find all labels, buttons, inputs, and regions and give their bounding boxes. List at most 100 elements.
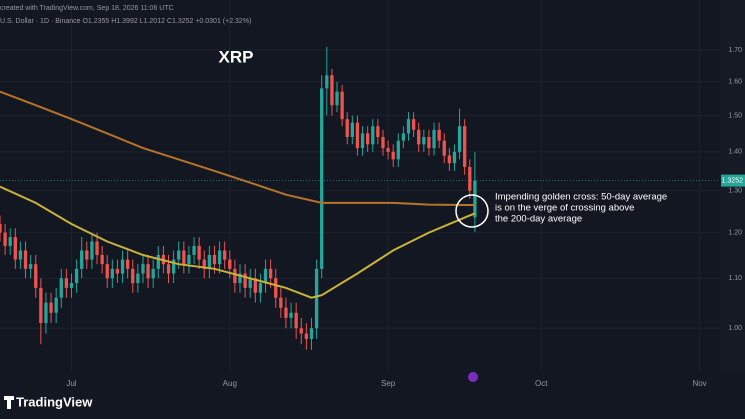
- candle-body: [391, 151, 395, 160]
- candle-body: [85, 250, 89, 260]
- y-tick-label: 1.50: [728, 112, 742, 119]
- candle-body: [350, 122, 354, 138]
- candle-body: [131, 268, 135, 284]
- candle-body: [437, 129, 441, 141]
- candle-body: [39, 287, 43, 324]
- candle-body: [325, 75, 329, 89]
- candle-body: [171, 259, 176, 274]
- candle-body: [258, 283, 263, 293]
- candle-body: [28, 264, 33, 269]
- y-tick-label: 1.20: [728, 229, 742, 236]
- candle-body: [463, 126, 467, 168]
- candle-body: [90, 241, 94, 260]
- x-tick-label: Sep: [381, 379, 396, 388]
- candle-body: [335, 91, 339, 106]
- candle-body: [110, 268, 114, 279]
- moving-average-line: [0, 90, 475, 206]
- candle-body: [274, 278, 278, 298]
- candle-body: [238, 273, 242, 284]
- moving-average-line: [0, 185, 476, 299]
- candle-body: [192, 245, 196, 255]
- candle-body: [411, 119, 416, 130]
- candle-body: [340, 91, 344, 120]
- candle-body: [427, 137, 431, 149]
- candle-body: [457, 126, 462, 152]
- brand-logo: [4, 396, 14, 409]
- candle-body: [156, 254, 160, 269]
- x-tick-label: Nov: [692, 379, 706, 388]
- candle-body: [330, 75, 334, 106]
- candle-body: [279, 297, 283, 308]
- candle-body: [376, 126, 380, 138]
- candle-body: [212, 254, 217, 265]
- candle-body: [355, 122, 360, 149]
- candle-body: [263, 268, 268, 284]
- candle-body: [381, 137, 385, 149]
- candle-body: [23, 250, 28, 269]
- candle-body: [371, 126, 375, 145]
- annotation: is on the verge of crossing above: [495, 203, 634, 214]
- candle-body: [95, 241, 99, 255]
- candle-body: [473, 180, 477, 218]
- x-tick-label: Aug: [223, 379, 237, 388]
- candle-body: [146, 264, 150, 279]
- candle-body: [289, 312, 293, 318]
- candle-body: [69, 283, 74, 288]
- candle-body: [105, 264, 109, 279]
- plot: [0, 46, 720, 350]
- candle-body: [417, 129, 421, 145]
- candle-body: [217, 250, 222, 265]
- candle-body: [126, 259, 130, 269]
- candle-body: [442, 140, 446, 156]
- candle-body: [59, 278, 63, 298]
- candle-body: [345, 119, 349, 138]
- candle-body: [64, 278, 69, 288]
- candle-body: [366, 133, 370, 145]
- candle-body: [141, 264, 145, 274]
- candle-body: [54, 297, 58, 313]
- candle-body: [166, 264, 171, 274]
- annotation: the 200-day average: [495, 214, 582, 225]
- candle-body: [100, 254, 104, 265]
- candle-body: [3, 232, 7, 246]
- candle-body: [34, 264, 38, 288]
- candle-body: [447, 155, 452, 164]
- candle-body: [294, 312, 298, 329]
- y-tick-label: 1.60: [728, 79, 742, 86]
- candle-body: [452, 151, 457, 164]
- y-tick-label: 1.40: [728, 149, 742, 156]
- event-icon: [468, 372, 478, 382]
- candle-body: [182, 250, 186, 265]
- candle-body: [18, 250, 23, 260]
- candle-body: [115, 268, 120, 274]
- candle-body: [406, 119, 411, 134]
- candle-body: [44, 302, 48, 324]
- candle-body: [243, 273, 247, 288]
- candle-body: [223, 250, 227, 260]
- candle-body: [233, 268, 237, 284]
- header-line: created with TradingView.com, Sep 18, 20…: [0, 5, 174, 12]
- candle-body: [360, 133, 365, 149]
- last-price-label: 1.3252: [722, 177, 744, 184]
- candle-body: [177, 250, 181, 260]
- brand: TradingView: [16, 394, 93, 409]
- candle-body: [13, 237, 17, 260]
- candle-body: [248, 278, 252, 288]
- candle-body: [309, 328, 314, 339]
- y-tick-label: 1.70: [728, 47, 742, 54]
- candle-body: [253, 278, 257, 293]
- candle-body: [228, 259, 232, 269]
- candle-body: [304, 333, 309, 339]
- candle-body: [268, 268, 273, 279]
- candle-body: [136, 273, 140, 284]
- candle-body: [401, 133, 406, 141]
- y-tick-label: 1.30: [728, 188, 742, 195]
- x-tick-label: Jul: [66, 379, 76, 388]
- candle-body: [197, 245, 201, 260]
- candle-body: [49, 302, 53, 313]
- header-line: U.S. Dollar · 1D · Binance O1.2355 H1.39…: [0, 18, 251, 25]
- candle-body: [0, 223, 2, 233]
- last-price-box: [721, 174, 745, 187]
